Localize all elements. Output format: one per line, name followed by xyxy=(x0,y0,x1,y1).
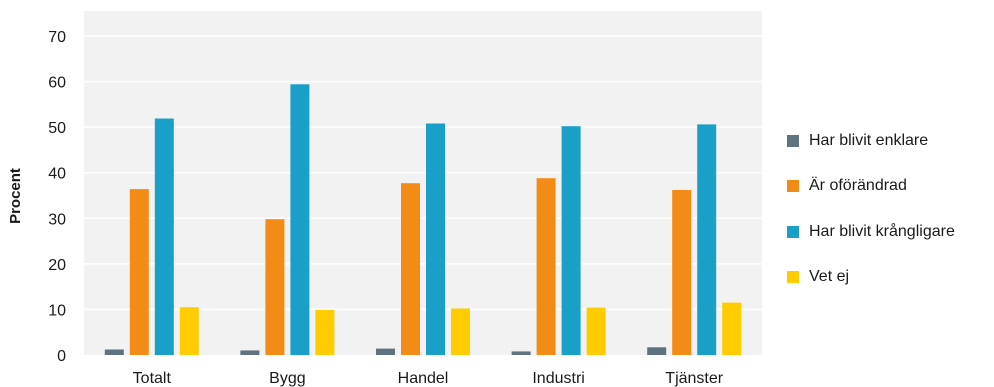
bar xyxy=(426,123,445,355)
legend-item-krangligare: Har blivit krångligare xyxy=(787,209,992,255)
x-tick-label: Tjänster xyxy=(665,370,723,387)
y-axis-ticks: 0 10 20 30 40 50 60 70 xyxy=(48,29,66,365)
legend-label: Har blivit krångligare xyxy=(809,222,955,240)
plot-background xyxy=(84,11,762,355)
y-tick-label: 10 xyxy=(48,302,66,319)
bar xyxy=(647,347,667,355)
y-tick-label: 20 xyxy=(48,257,66,274)
legend-item-vet-ej: Vet ej xyxy=(787,255,992,301)
bar xyxy=(376,348,395,355)
legend-swatch xyxy=(787,180,799,193)
legend-item-oforandrad: Är oförändrad xyxy=(787,164,992,210)
bar xyxy=(722,302,742,355)
legend-label: Är oförändrad xyxy=(809,177,907,195)
legend: Har blivit enklare Är oförändrad Har bli… xyxy=(787,118,992,300)
bar xyxy=(561,126,581,355)
y-tick-label: 70 xyxy=(48,29,66,46)
legend-swatch xyxy=(787,225,799,238)
y-tick-label: 0 xyxy=(57,348,66,365)
bar xyxy=(104,349,124,355)
bar xyxy=(451,308,470,355)
x-tick-label: Industri xyxy=(532,370,584,387)
bar xyxy=(290,84,310,356)
bar xyxy=(154,118,174,355)
y-tick-label: 30 xyxy=(48,211,66,228)
bar xyxy=(511,351,531,355)
legend-label: Har blivit enklare xyxy=(809,131,929,149)
y-axis-label: Procent xyxy=(7,168,24,224)
bar xyxy=(265,219,285,355)
bar xyxy=(697,124,717,356)
legend-item-enklare: Har blivit enklare xyxy=(787,118,992,164)
y-tick-label: 40 xyxy=(48,166,66,183)
x-tick-label: Totalt xyxy=(133,370,172,387)
legend-swatch xyxy=(787,271,799,284)
x-tick-label: Handel xyxy=(398,370,449,387)
y-tick-label: 50 xyxy=(48,120,66,137)
bar xyxy=(179,307,199,355)
y-tick-label: 60 xyxy=(48,75,66,92)
x-tick-label: Bygg xyxy=(269,370,305,387)
bar xyxy=(240,350,260,355)
legend-swatch xyxy=(787,134,799,147)
legend-label: Vet ej xyxy=(809,268,850,286)
bar xyxy=(586,307,606,355)
bars xyxy=(104,84,742,356)
bar xyxy=(315,309,335,355)
bar xyxy=(129,189,149,355)
x-axis-labels: Totalt Bygg Handel Industri Tjänster xyxy=(133,370,724,387)
bar xyxy=(672,190,692,355)
bar xyxy=(401,183,420,355)
bar xyxy=(536,178,556,355)
